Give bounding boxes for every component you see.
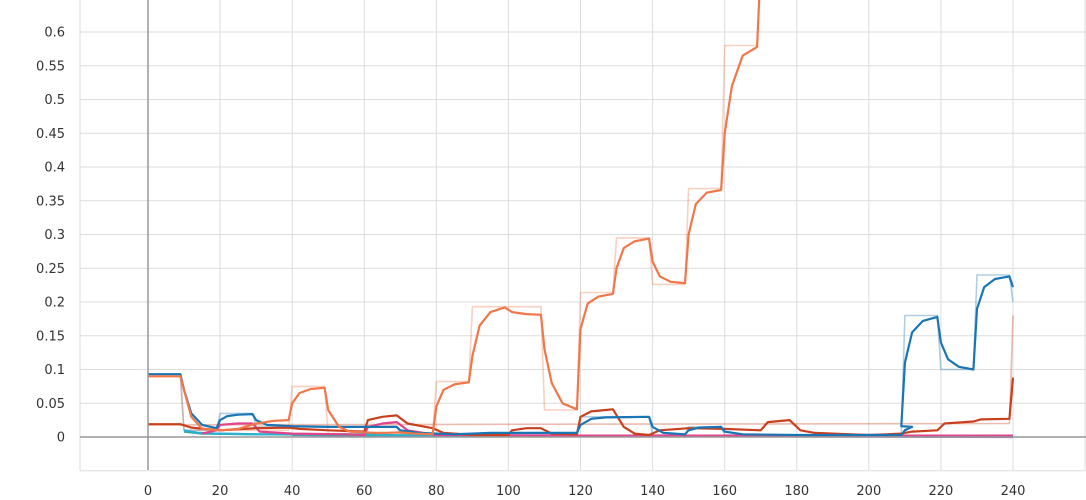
x-tick-label: 0 (144, 484, 152, 499)
y-tick-label: 0.05 (36, 397, 65, 412)
x-tick-label: 40 (284, 484, 301, 499)
tick-labels: 0 20 40 60 80 100 120 140 160 180 200 220 240 0 0.05 0.… (36, 26, 1025, 500)
x-tick-label: 60 (356, 484, 373, 499)
raw-series-line (148, 0, 760, 435)
y-tick-label: 0.25 (36, 262, 65, 277)
y-tick-label: 0.15 (36, 329, 65, 344)
x-tick-label: 80 (428, 484, 445, 499)
x-tick-label: 200 (856, 484, 881, 499)
x-tick-label: 240 (1001, 484, 1026, 499)
y-tick-label: 0.55 (36, 59, 65, 74)
x-tick-label: 100 (496, 484, 521, 499)
x-tick-label: 20 (212, 484, 229, 499)
grid (79, 0, 1086, 472)
x-tick-label: 160 (712, 484, 737, 499)
y-tick-label: 0.6 (44, 26, 65, 41)
x-tick-label: 140 (640, 484, 665, 499)
series-line (148, 0, 761, 436)
y-tick-label: 0.35 (36, 194, 65, 209)
x-tick-label: 120 (568, 484, 593, 499)
y-tick-label: 0.3 (44, 228, 65, 243)
series-line (148, 275, 1015, 437)
y-tick-label: 0.1 (44, 363, 65, 378)
y-tick-label: 0.4 (44, 161, 65, 176)
x-tick-label: 180 (784, 484, 809, 499)
y-tick-label: 0.2 (44, 296, 65, 311)
y-tick-label: 0.5 (44, 93, 65, 108)
y-tick-label: 0 (57, 431, 65, 446)
axes (80, 0, 1086, 470)
y-tick-label: 0.45 (36, 127, 65, 142)
x-tick-label: 220 (929, 484, 954, 499)
raw-series-line (147, 315, 1014, 426)
